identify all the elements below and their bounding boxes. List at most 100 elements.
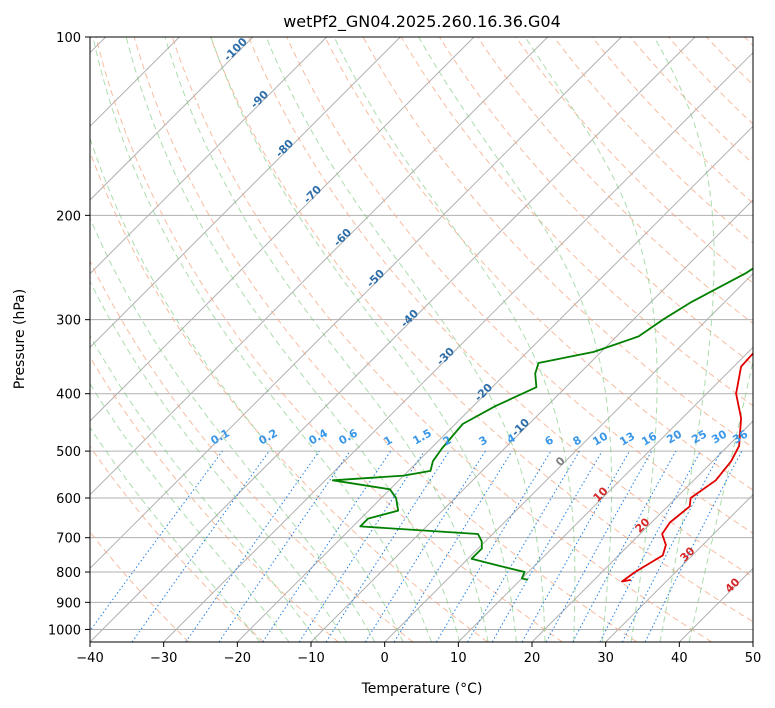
isotherm-line <box>90 37 622 570</box>
isotherm-line <box>90 37 254 201</box>
temperature-profile-line <box>621 352 753 583</box>
isotherm-line <box>752 641 753 642</box>
mixing-ratio-line <box>644 450 743 642</box>
isobar-gridlines <box>90 37 753 630</box>
x-tick-label: −20 <box>224 651 251 666</box>
dry-adiabat-label: 10 <box>591 484 611 504</box>
mixing-ratio-label: 0.2 <box>257 426 280 447</box>
plot-area: 0.1 0.2 0.4 0.6 1 1.5 2 3 4 6 8 10 13 16 20 25 30 36-100-… <box>90 35 753 642</box>
dry-adiabat-line <box>210 37 753 623</box>
dry-adiabats <box>90 37 753 642</box>
moist-adiabat-line <box>90 334 319 642</box>
dry-adiabat-label: -90 <box>248 88 271 111</box>
dry-adiabat-label: -70 <box>301 183 324 206</box>
chart-title: wetPf2_GN04.2025.260.16.36.G04 <box>283 12 561 32</box>
mixing-ratio-line <box>364 450 486 642</box>
dry-adiabat-line <box>477 37 753 325</box>
x-tick-label: 30 <box>597 651 614 666</box>
isotherm-line <box>90 37 696 642</box>
y-tick-label: 900 <box>56 596 81 611</box>
y-tick-label: 700 <box>56 532 81 547</box>
dry-adiabat-line <box>744 37 753 47</box>
mixing-ratio-label: 1.5 <box>411 426 434 447</box>
moist-adiabat-line <box>90 426 261 642</box>
mixing-ratio-label: 13 <box>617 430 637 449</box>
dry-adiabat-label: -60 <box>331 226 354 249</box>
mixing-ratio-line <box>90 450 223 632</box>
dry-adiabat-line <box>90 531 190 642</box>
moist-adiabat-line <box>653 37 715 642</box>
moist-adiabat-line <box>333 37 576 642</box>
mixing-ratio-line <box>218 450 351 642</box>
mixing-ratio-line <box>262 450 392 642</box>
dry-adiabat-line <box>90 150 488 642</box>
mixing-ratio-line <box>545 450 653 642</box>
mixing-ratio-label: 8 <box>571 433 584 448</box>
isotherm-line <box>310 199 753 642</box>
mixing-ratio-label: 0.4 <box>307 426 331 447</box>
dry-adiabat-line <box>324 37 753 491</box>
moist-adiabats <box>90 37 753 642</box>
x-tick-label: 40 <box>671 651 688 666</box>
y-tick-label: 800 <box>56 566 81 581</box>
isotherm-line <box>163 51 753 642</box>
mixing-ratio-line <box>185 450 320 642</box>
x-tick-label: −40 <box>76 651 103 666</box>
dry-adiabat-line <box>248 37 753 578</box>
dry-adiabat-label: -100 <box>221 35 250 64</box>
dry-adiabat-label: -40 <box>398 307 421 330</box>
dry-adiabat-label: -50 <box>364 267 387 290</box>
y-tick-label: 100 <box>56 31 81 46</box>
isotherm-line <box>90 37 328 275</box>
isotherm-line <box>531 420 753 642</box>
dry-adiabat-label: 30 <box>678 544 698 564</box>
mixing-ratio-line <box>131 450 270 642</box>
moist-adiabat-line <box>90 382 290 642</box>
y-tick-label: 300 <box>56 314 81 329</box>
dewpoint-profile-line <box>331 267 753 581</box>
moist-adiabat-line <box>90 136 404 642</box>
x-tick-label: 50 <box>745 651 762 666</box>
plot-frame <box>89 36 754 643</box>
x-tick-label: −30 <box>150 651 177 666</box>
mixing-ratio-label: 1 <box>382 433 395 448</box>
y-axis-label: Pressure (hPa) <box>12 289 28 389</box>
moist-adiabat-line <box>210 37 517 642</box>
y-tick-label: 600 <box>56 492 81 507</box>
mixing-ratio-label: 6 <box>543 433 556 448</box>
x-tick-label: 20 <box>524 651 541 666</box>
mixing-ratio-label: 10 <box>590 429 610 448</box>
moist-adiabat-line <box>418 37 613 642</box>
dry-adiabat-label: 40 <box>723 575 743 595</box>
dry-adiabat-label: 20 <box>633 515 653 535</box>
mixing-ratio-line <box>393 450 513 642</box>
moist-adiabat-line <box>265 37 546 642</box>
dry-adiabat-line <box>133 37 638 642</box>
mixing-ratio-label: 30 <box>709 427 729 446</box>
mixing-ratio-line <box>435 450 552 642</box>
mixing-ratio-line <box>572 450 677 642</box>
isotherm-line <box>90 37 401 349</box>
moist-adiabat-line <box>125 37 461 642</box>
sounding-profiles <box>331 267 753 583</box>
mixing-ratio-line <box>325 450 450 642</box>
y-tick-label: 1000 <box>48 623 81 638</box>
mixing-ratio-label: 3 <box>477 433 490 448</box>
isotherm-line <box>236 125 753 642</box>
dry-adiabat-line <box>286 37 753 534</box>
isotherm-line <box>457 346 753 642</box>
y-tick-label: 500 <box>56 445 81 460</box>
mixing-ratio-label: 16 <box>639 429 659 448</box>
dry-adiabat-line <box>90 445 264 642</box>
x-tick-label: 10 <box>450 651 467 666</box>
isotherm-line <box>90 37 475 422</box>
dry-adiabat-label: -80 <box>273 137 296 160</box>
dry-adiabat-line <box>515 37 753 284</box>
x-axis-label: Temperature (°C) <box>361 681 483 697</box>
mixing-ratio-lines <box>90 450 743 642</box>
moist-adiabat-line <box>524 37 658 642</box>
moist-adiabat-line <box>92 37 432 642</box>
x-tick-label: −10 <box>297 651 324 666</box>
mixing-ratio-line <box>521 450 630 642</box>
